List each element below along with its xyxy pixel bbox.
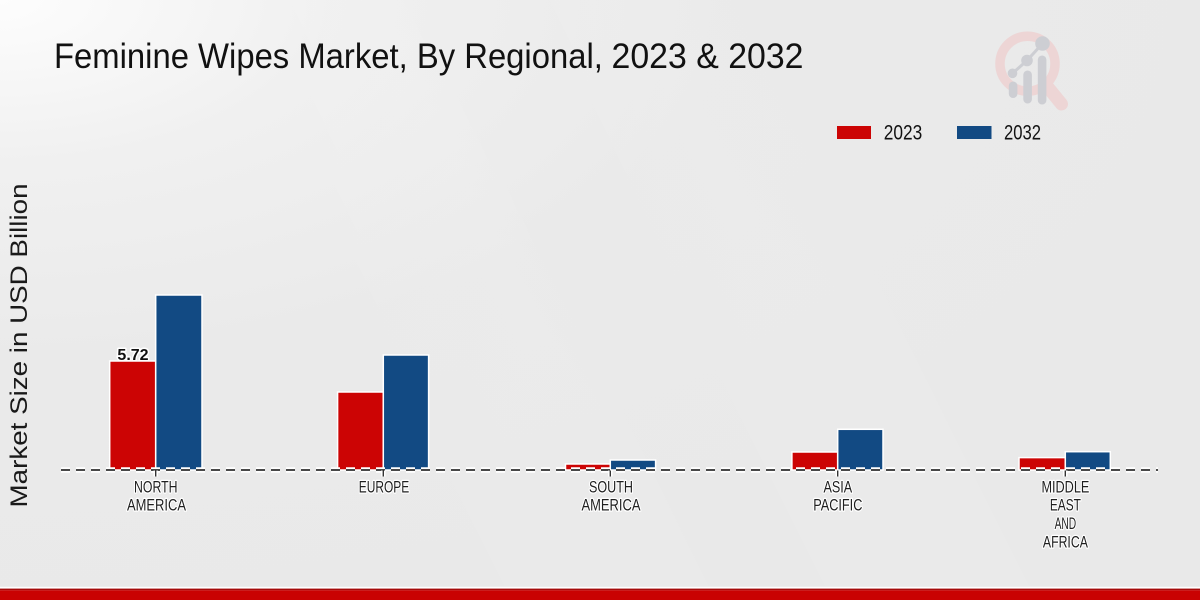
svg-text:Market Size in USD Billion: Market Size in USD Billion <box>6 184 33 508</box>
svg-text:2032: 2032 <box>1004 122 1041 145</box>
svg-text:SOUTH: SOUTH <box>589 477 633 496</box>
svg-text:AND: AND <box>1055 514 1077 533</box>
svg-text:5.72: 5.72 <box>117 347 148 364</box>
svg-text:MIDDLE: MIDDLE <box>1041 477 1089 496</box>
svg-text:NORTH: NORTH <box>134 477 178 496</box>
svg-text:ASIA: ASIA <box>823 477 852 496</box>
svg-text:AFRICA: AFRICA <box>1043 532 1088 551</box>
svg-text:EAST: EAST <box>1050 496 1081 515</box>
svg-text:AMERICA: AMERICA <box>582 496 641 515</box>
svg-text:2023: 2023 <box>884 122 923 145</box>
svg-text:PACIFIC: PACIFIC <box>813 496 862 515</box>
svg-text:AMERICA: AMERICA <box>127 496 186 515</box>
svg-text:Feminine Wipes Market, By Regi: Feminine Wipes Market, By Regional, 2023… <box>54 37 804 76</box>
svg-text:EUROPE: EUROPE <box>359 477 410 496</box>
